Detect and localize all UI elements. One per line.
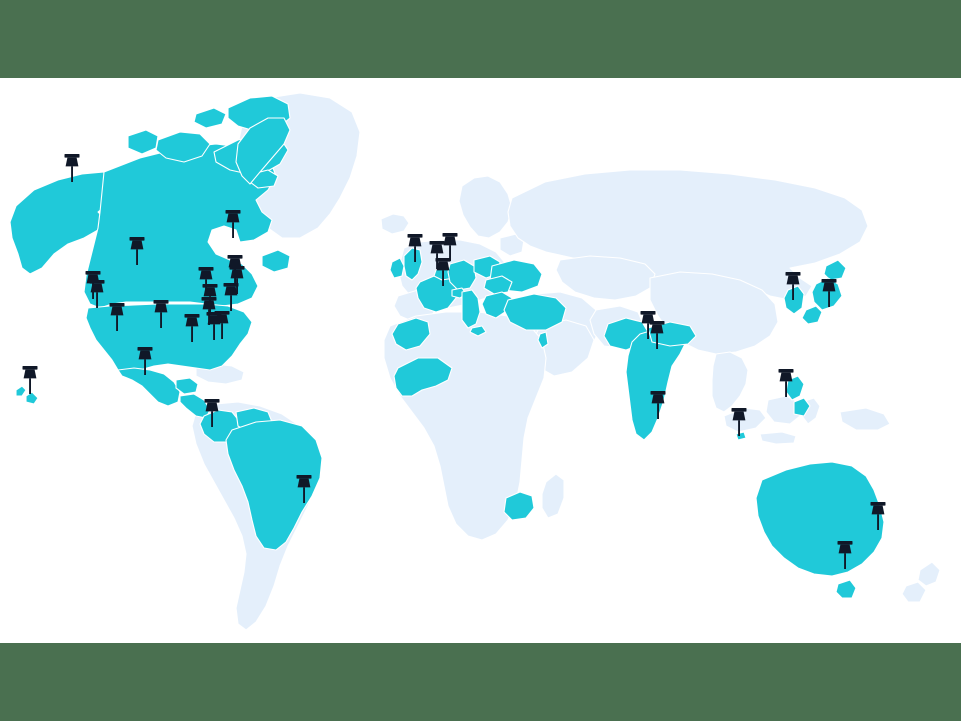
pin-ireland[interactable] [404,233,426,263]
pin-philippines[interactable] [775,368,797,398]
country-central-asia [555,255,656,301]
pin-japan[interactable] [818,278,840,308]
pin-southwest-us[interactable] [150,299,172,329]
pin-california-south[interactable] [106,302,128,332]
pin-south-korea[interactable] [782,271,804,301]
country-indonesia-java [759,431,797,445]
country-australia [755,461,885,577]
country-italy-sicily [469,325,487,337]
country-new-zealand [917,561,941,587]
country-morocco [391,317,431,351]
pin-mexico[interactable] [134,346,156,376]
island-newfoundland [261,249,291,273]
pin-eastern-canada[interactable] [222,209,244,239]
pin-ohio-valley[interactable] [198,296,220,326]
country-russia [507,169,869,301]
country-tasmania [835,579,857,599]
pin-sydney[interactable] [867,501,889,531]
island-victoria [155,131,211,163]
country-germany [447,259,477,291]
country-philippines-2 [793,397,811,417]
pin-mid-atlantic[interactable] [211,310,233,340]
pin-alaska[interactable] [61,153,83,183]
world-map-svg [0,78,961,643]
pin-california-north[interactable] [86,279,108,309]
pin-hawaii[interactable] [19,365,41,395]
pin-layer [0,78,961,643]
top-letterbox-band [0,0,961,78]
country-papua-new-guinea [839,407,891,431]
pin-western-canada[interactable] [126,236,148,266]
pin-brazil[interactable] [293,474,315,504]
pin-singapore[interactable] [728,407,750,437]
country-turkey [503,293,567,331]
pin-north-india[interactable] [646,320,668,350]
country-new-zealand-south [901,581,927,603]
pin-texas[interactable] [181,313,203,343]
country-zimbabwe [503,491,535,521]
country-japan-kyushu [801,305,823,325]
pin-netherlands[interactable] [439,232,461,262]
pin-melbourne[interactable] [834,540,856,570]
country-canada [83,143,277,309]
country-southeast-asia [711,351,749,413]
country-mali [393,357,453,397]
country-indonesia-borneo [765,395,801,425]
pin-south-india[interactable] [647,390,669,420]
country-brazil [225,419,323,551]
country-israel [537,331,549,349]
bottom-letterbox-band [0,643,961,721]
island-arctic-small-1 [193,107,227,129]
country-iceland [380,213,410,235]
country-mexico [117,367,181,407]
country-japan-hokkaido [823,259,847,281]
world-map[interactable] [0,78,961,643]
country-italy [461,289,481,329]
state-hawaii [15,385,27,397]
country-romania [483,275,513,295]
island-banks [127,129,159,155]
pin-colombia[interactable] [201,398,223,428]
country-ireland [389,257,405,279]
country-madagascar [541,473,565,519]
pin-france[interactable] [432,257,454,287]
pin-northeast-us[interactable] [220,282,242,312]
region-greenland-west [235,117,291,185]
country-mexico-yucatan [175,377,199,395]
country-scandinavia [458,175,513,239]
